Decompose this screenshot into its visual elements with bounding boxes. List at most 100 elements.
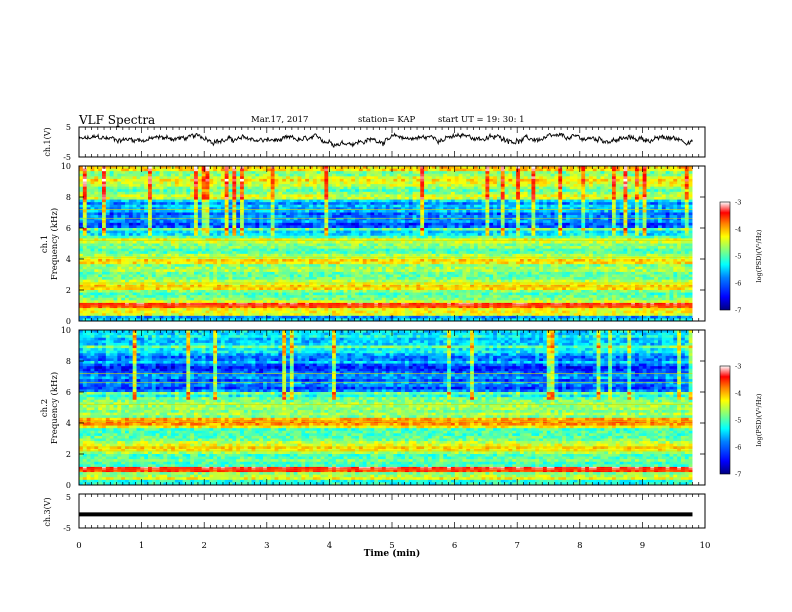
spectrogram-cell bbox=[673, 233, 678, 237]
spectrogram-cell bbox=[128, 186, 134, 190]
spectrogram-cell bbox=[163, 233, 168, 237]
spectrogram-cell bbox=[431, 178, 436, 182]
spectrogram-cell bbox=[328, 189, 333, 193]
spectrogram-cell bbox=[140, 230, 145, 234]
spectrogram-cell bbox=[546, 181, 552, 185]
spectrogram-cell bbox=[447, 191, 452, 195]
spectrogram-cell bbox=[86, 238, 91, 242]
spectrogram-cell bbox=[615, 238, 621, 242]
spectrogram-cell bbox=[627, 225, 632, 229]
spectrogram-cell bbox=[236, 209, 241, 213]
spectrogram-cell bbox=[577, 238, 582, 242]
spectrogram-cell bbox=[504, 222, 509, 226]
spectrogram-cell bbox=[470, 217, 475, 221]
spectrogram-cell bbox=[82, 173, 88, 177]
spectrogram-cell bbox=[328, 181, 333, 185]
spectrogram-cell bbox=[270, 222, 275, 226]
spectrogram-cell bbox=[473, 171, 479, 175]
spectrogram-cell bbox=[577, 176, 582, 180]
spectrogram-cell bbox=[592, 171, 598, 175]
spectrogram-cell bbox=[301, 222, 306, 226]
spectrogram-cell bbox=[236, 191, 241, 195]
spectrogram-cell bbox=[270, 215, 275, 219]
spectrogram-cell bbox=[305, 243, 310, 247]
spectrogram-cell bbox=[328, 202, 333, 206]
spectrogram-cell bbox=[140, 238, 145, 242]
spectrogram-cell bbox=[90, 222, 95, 226]
spectrogram-cell bbox=[519, 186, 525, 190]
spectrogram-cell bbox=[355, 212, 360, 216]
spectrogram-cell bbox=[351, 238, 356, 242]
spectrogram-cell bbox=[650, 173, 655, 177]
spectrogram-cell bbox=[98, 202, 103, 206]
spectrogram-cell bbox=[450, 178, 456, 182]
spectrogram-cell bbox=[362, 199, 367, 203]
spectrogram-cell bbox=[343, 207, 348, 211]
spectrogram-cell bbox=[140, 209, 145, 213]
spectrogram-cell bbox=[535, 176, 540, 180]
spectrogram-cell bbox=[289, 191, 295, 195]
spectrogram-cell bbox=[125, 197, 130, 200]
spectrogram-cell bbox=[669, 212, 674, 216]
spectrogram-cell bbox=[393, 181, 398, 185]
spectrogram-cell bbox=[316, 243, 321, 247]
spectrogram-cell bbox=[113, 220, 118, 224]
spectrogram-cell bbox=[420, 238, 425, 242]
spectrogram-cell bbox=[424, 235, 429, 239]
spectrogram-cell bbox=[312, 235, 318, 239]
spectrogram-cell bbox=[558, 243, 563, 247]
spectrogram-cell bbox=[201, 215, 206, 219]
spectrogram-cell bbox=[408, 204, 413, 208]
spectrogram-cell bbox=[305, 202, 310, 206]
spectrogram-cell bbox=[516, 186, 521, 190]
spectrogram-cell bbox=[516, 184, 521, 188]
spectrogram-cell bbox=[412, 207, 417, 211]
spectrogram-cell bbox=[435, 181, 440, 185]
spectrogram-cell bbox=[98, 178, 103, 182]
spectrogram-cell bbox=[493, 202, 498, 206]
spectrogram-cell bbox=[381, 202, 387, 206]
spectrogram-cell bbox=[343, 228, 348, 231]
spectrogram-cell bbox=[343, 212, 348, 216]
spectrogram-cell bbox=[105, 212, 111, 216]
spectrogram-cell bbox=[485, 204, 490, 208]
spectrogram-cell bbox=[454, 220, 459, 224]
spectrogram-cell bbox=[535, 199, 540, 203]
spectrogram-cell bbox=[140, 220, 145, 224]
spectrogram-cell bbox=[665, 220, 670, 224]
spectrogram-cell bbox=[435, 176, 440, 180]
spectrogram-cell bbox=[458, 240, 463, 244]
spectrogram-cell bbox=[236, 178, 241, 182]
spectrogram-cell bbox=[301, 228, 306, 231]
spectrogram-cell bbox=[335, 230, 341, 234]
spectrogram-cell bbox=[243, 178, 249, 182]
spectrogram-cell bbox=[343, 215, 348, 219]
spectrogram-cell bbox=[94, 222, 99, 226]
spectrogram-cell bbox=[121, 176, 126, 180]
spectrogram-cell bbox=[420, 166, 425, 169]
spectrogram-cell bbox=[638, 238, 644, 242]
spectrogram-cell bbox=[347, 204, 352, 208]
spectrogram-cell bbox=[255, 238, 260, 242]
spectrogram-cell bbox=[508, 240, 513, 244]
spectrogram-cell bbox=[263, 199, 268, 203]
spectrogram-cell bbox=[305, 209, 310, 213]
spectrogram-cell bbox=[401, 202, 406, 206]
spectrogram-cell bbox=[565, 191, 571, 195]
spectrogram-cell bbox=[205, 178, 210, 182]
spectrogram-cell bbox=[347, 225, 352, 229]
spectrogram-cell bbox=[232, 186, 237, 190]
spectrogram-cell bbox=[282, 171, 287, 175]
spectrogram-cell bbox=[98, 238, 103, 242]
spectrogram-cell bbox=[274, 171, 279, 175]
spectrogram-cell bbox=[240, 212, 245, 216]
spectrogram-cell bbox=[443, 228, 448, 231]
spectrogram-cell bbox=[220, 212, 226, 216]
spectrogram-cell bbox=[454, 233, 459, 237]
spectrogram-cell bbox=[293, 207, 298, 211]
spectrogram-cell bbox=[332, 186, 337, 190]
spectrogram-cell bbox=[312, 240, 318, 244]
spectrogram-cell bbox=[332, 220, 337, 224]
spectrogram-cell bbox=[642, 215, 647, 219]
